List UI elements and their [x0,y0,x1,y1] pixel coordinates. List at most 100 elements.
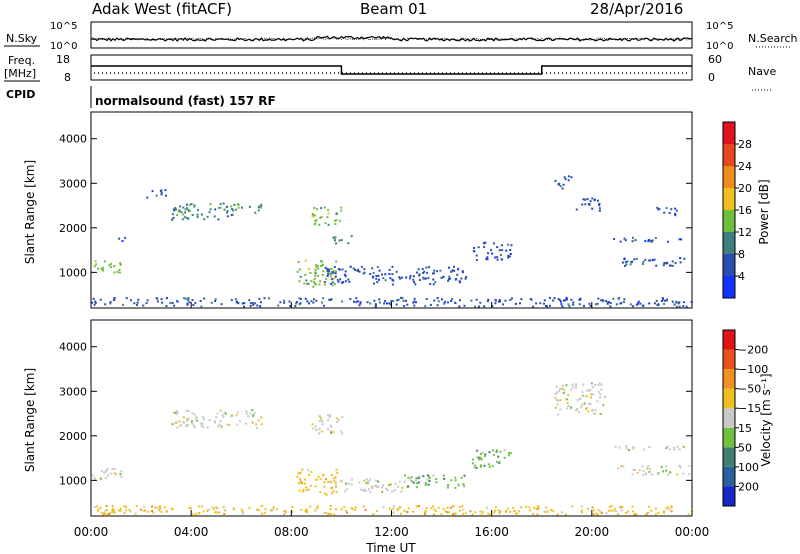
power-pixel [632,236,634,239]
velocity-pixel [101,470,103,473]
power-pixel [460,277,463,280]
power-pixel [374,303,377,306]
velocity-colorbar-tick-label: −200 [738,344,768,357]
power-pixel [412,275,415,278]
power-pixel [213,215,216,218]
velocity-pixel [462,512,465,515]
power-pixel [182,206,185,209]
velocity-pixel [392,505,395,508]
velocity-pixel [669,471,672,474]
power-pixel [259,301,262,304]
velocity-pixel [364,509,367,512]
velocity-pixel [622,465,625,468]
power-pixel [494,302,497,305]
power-pixel [391,265,394,268]
power-pixel [479,301,482,304]
velocity-pixel [586,507,589,510]
velocity-pixel [648,467,651,470]
power-pixel [187,299,190,302]
power-pixel [327,273,330,276]
power-pixel [235,298,238,301]
velocity-pixel [397,507,400,510]
power-pixel [552,299,555,302]
velocity-pixel [565,398,568,401]
velocity-pixel [559,399,562,402]
power-colorbar: 4 8 12 16 20 24 28 [722,121,752,299]
power-pixel [383,302,386,305]
power-pixel [432,278,435,281]
velocity-pixel [614,445,617,448]
power-pixel [314,268,317,271]
velocity-pixel [376,510,379,513]
power-pixel [413,281,416,283]
power-pixel [612,297,615,300]
velocity-pixel [537,507,540,510]
power-pixel [606,301,609,304]
power-pixel [473,247,475,249]
velocity-pixel [556,391,558,394]
velocity-pixel [474,464,477,467]
velocity-pixel [407,507,410,510]
velocity-pixel [410,480,413,483]
velocity-pixel [585,406,588,409]
velocity-pixel [607,509,610,512]
velocity-pixel [403,480,406,483]
velocity-pixel [221,414,224,416]
velocity-pixel [336,421,339,423]
power-pixel [602,300,605,303]
power-pixel [486,258,489,261]
power-pixel [453,265,455,268]
velocity-pixel [333,479,336,482]
velocity-pixel [215,416,218,419]
nsky-tick-bottom: 10^0 [50,41,77,52]
power-pixel [230,299,233,302]
velocity-pixel [668,508,671,511]
velocity-pixel [296,475,299,478]
velocity-pixel [372,513,375,516]
velocity-pixel [595,512,598,515]
velocity-pixel [594,384,597,386]
velocity-pixel [318,427,321,430]
velocity-pixel [588,389,591,392]
velocity-pixel [388,484,391,486]
velocity-pixel [257,419,260,422]
velocity-pixel [645,513,648,516]
velocity-pixel [407,485,410,488]
velocity-pixel [648,505,651,508]
power-pixel [453,269,456,272]
velocity-pixel [197,505,200,508]
power-ytick-label: 4000 [59,133,87,146]
power-pixel [316,208,319,211]
power-pixel [332,236,335,239]
velocity-pixel [571,383,574,386]
velocity-pixel [556,513,559,516]
velocity-pixel [100,511,103,514]
power-pixel [334,272,337,275]
velocity-pixel [673,448,676,451]
power-pixel [334,270,337,273]
power-pixel [258,297,261,300]
power-pixel [417,268,420,271]
velocity-pixel [575,409,578,412]
power-pixel [433,269,436,272]
velocity-pixel [460,476,463,479]
power-pixel [347,278,350,281]
velocity-pixel [330,426,333,428]
velocity-pixel [604,395,606,398]
velocity-pixel [285,511,288,514]
power-pixel [447,301,449,304]
power-pixel [598,202,601,205]
velocity-pixel [394,482,397,485]
power-pixel [360,265,363,268]
power-pixel [675,300,678,303]
power-pixel [625,263,628,266]
velocity-pixel [91,474,94,477]
velocity-pixel [428,477,431,480]
power-pixel [335,242,338,245]
power-pixel [341,281,343,284]
power-pixel [395,270,398,273]
velocity-pixel [362,505,365,508]
velocity-pixel [657,472,660,475]
velocity-pixel [621,506,624,508]
velocity-pixel [407,476,410,479]
